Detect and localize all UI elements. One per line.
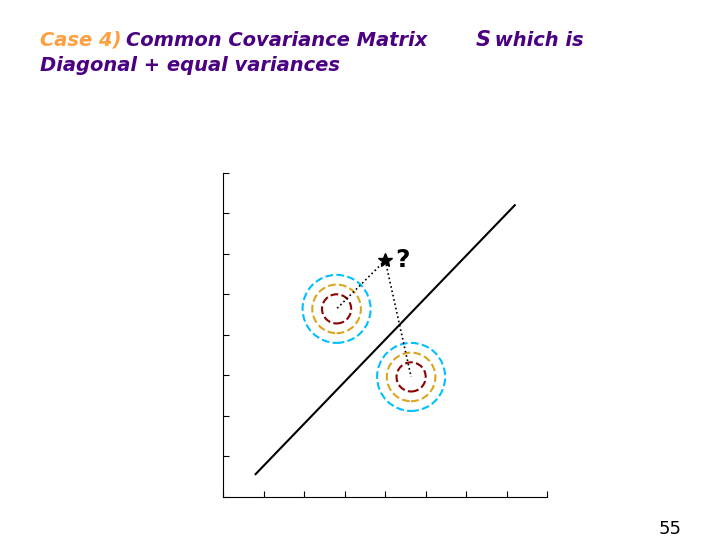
Text: 55: 55 xyxy=(658,520,681,538)
Text: Case 4): Case 4) xyxy=(40,31,128,50)
Text: Diagonal + equal variances: Diagonal + equal variances xyxy=(40,56,340,76)
Text: Common Covariance Matrix: Common Covariance Matrix xyxy=(126,31,434,50)
Text: S: S xyxy=(475,30,490,51)
Text: which is: which is xyxy=(488,31,584,50)
Text: ?: ? xyxy=(395,248,410,272)
